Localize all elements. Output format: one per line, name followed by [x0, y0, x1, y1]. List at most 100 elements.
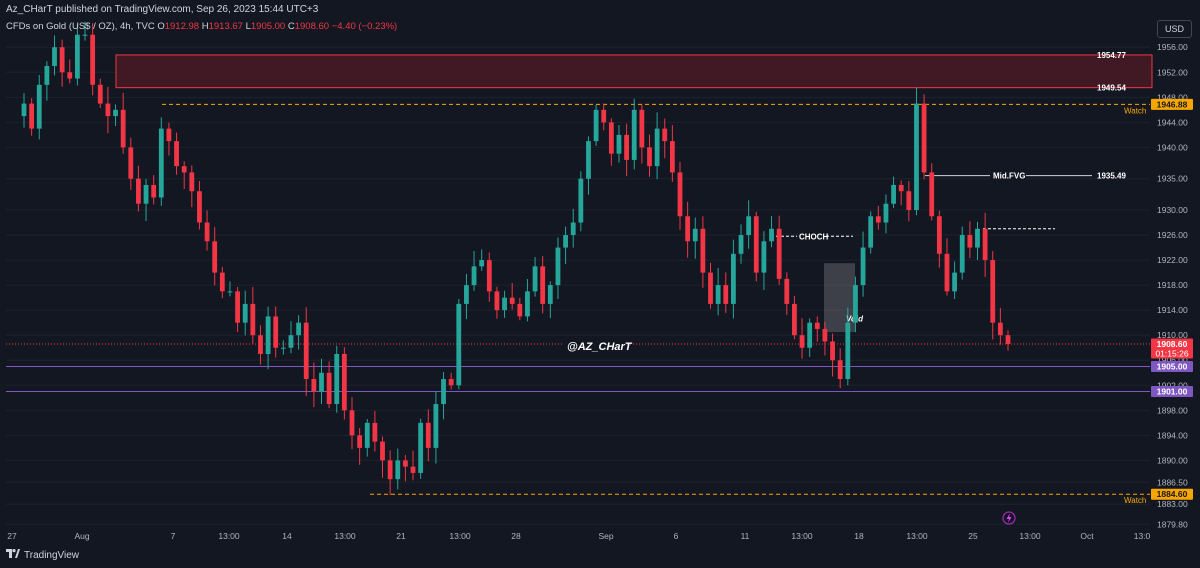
zone-top-label: 1954.77 [1097, 51, 1126, 60]
candle-body [929, 172, 935, 217]
candle-body [898, 184, 904, 192]
candle-body [181, 166, 187, 173]
support-1905-badge: 1905.00 [1157, 362, 1188, 372]
candle-body [669, 141, 675, 173]
y-tick-label: 1914.00 [1157, 305, 1188, 315]
candle-body [875, 216, 881, 223]
x-tick-label: Aug [74, 531, 89, 541]
y-tick-label: 1910.00 [1157, 330, 1188, 340]
candle-body [654, 128, 660, 167]
low-value: 1905.00 [250, 21, 286, 32]
candle-body [395, 460, 401, 480]
candle-body [341, 353, 347, 411]
y-tick-label: 1918.00 [1157, 280, 1188, 290]
last-price-badge-bg [1151, 338, 1193, 359]
candle-body [631, 109, 637, 160]
candle-body [418, 422, 424, 473]
candle-body [90, 34, 96, 85]
candle-body [936, 216, 942, 254]
candle-body [204, 222, 210, 242]
candle-body [990, 260, 996, 323]
price-axis[interactable]: 1956.00 1952.00 1948.00 1944.00 1940.00 1935.… [1157, 42, 1188, 529]
tradingview-logo[interactable]: TradingView [6, 549, 79, 561]
y-tick-label: 1886.50 [1157, 477, 1188, 487]
candle-body [479, 260, 485, 267]
candle-body [44, 66, 50, 85]
currency-button[interactable]: USD [1156, 20, 1192, 38]
candle-body [494, 291, 500, 311]
candle-body [143, 184, 149, 204]
candle-body [860, 247, 866, 286]
candle-body [570, 222, 576, 236]
x-tick-label: Sep [598, 531, 613, 541]
watch-high-badge-bg [1151, 98, 1193, 110]
x-tick-label: 14 [282, 531, 292, 541]
candle-body [586, 141, 591, 179]
candle-body [364, 422, 370, 448]
y-tick-label: 1930.00 [1157, 205, 1188, 215]
candle-body [509, 297, 515, 304]
close-value: 1908.60 [294, 21, 330, 32]
x-tick-label: 28 [511, 531, 521, 541]
y-tick-label: 1944.00 [1157, 117, 1188, 127]
candle-body [868, 216, 874, 248]
candle-body [700, 228, 706, 273]
candle-body [708, 272, 713, 304]
watermark: @AZ_CHarT [567, 341, 633, 353]
candle-body [441, 379, 446, 405]
candle-body [975, 228, 980, 248]
x-tick-label: 13:00 [1019, 531, 1041, 541]
candle-body [723, 285, 729, 304]
candle-body [784, 278, 790, 304]
candle-body [547, 285, 553, 304]
candle-body [555, 247, 561, 286]
candle-body [128, 147, 134, 179]
supply-zone [115, 54, 1153, 89]
low-label: L [245, 21, 251, 32]
mid-fvg-label: Mid.FVG [993, 172, 1025, 181]
candle-body [265, 316, 271, 354]
candle-body [136, 178, 141, 204]
x-tick-label: 6 [674, 531, 679, 541]
y-tick-label: 1935.00 [1157, 174, 1188, 184]
candle-body [296, 322, 302, 336]
y-tick-label: 1940.00 [1157, 142, 1188, 152]
candle-body [326, 372, 332, 405]
watch-low-badge-bg [1151, 488, 1193, 500]
choch-label: CHOCH [799, 232, 829, 241]
symbol-name[interactable]: CFDs on Gold (US$ / OZ), 4h, TVC [6, 21, 155, 32]
candle-body [425, 422, 431, 448]
candle-body [982, 228, 988, 261]
candle-body [189, 172, 195, 192]
candle-body [738, 235, 744, 254]
candle-body [624, 134, 630, 160]
alert-lightning-icon[interactable] [1002, 511, 1016, 525]
y-tick-label: 1952.00 [1157, 67, 1188, 77]
candle-body [151, 184, 157, 198]
publish-title: Az_CHarT published on TradingView.com, S… [6, 4, 319, 15]
candle-body [517, 303, 523, 317]
candle-body [82, 34, 88, 36]
mid-fvg-value: 1935.49 [1097, 172, 1126, 181]
candle-body [387, 460, 393, 480]
time-axis[interactable]: 27 Aug 7 13:00 14 13:00 21 13:00 28 Sep 6 11 13:00 18… [7, 531, 1150, 541]
candle-body [593, 109, 599, 142]
candle-body [227, 291, 233, 293]
watch-high-badge: 1946.88 [1157, 99, 1188, 109]
last-price-badge: 1908.60 [1157, 339, 1188, 349]
candle-body [532, 266, 538, 292]
open-label: O [157, 21, 165, 32]
candle-body [120, 109, 126, 148]
candle-body [113, 109, 118, 117]
last-price-badge-countdown: 01:15:26 [1155, 348, 1188, 358]
candle-body [837, 360, 843, 380]
candle-body [219, 272, 225, 292]
candle-body [486, 260, 492, 292]
candle-body [502, 297, 507, 311]
change-value: −4.40 (−0.23%) [331, 21, 398, 32]
x-tick-label: 21 [396, 531, 406, 541]
candle-body [464, 285, 469, 304]
void-box [824, 263, 855, 333]
high-value: 1913.67 [208, 21, 243, 32]
